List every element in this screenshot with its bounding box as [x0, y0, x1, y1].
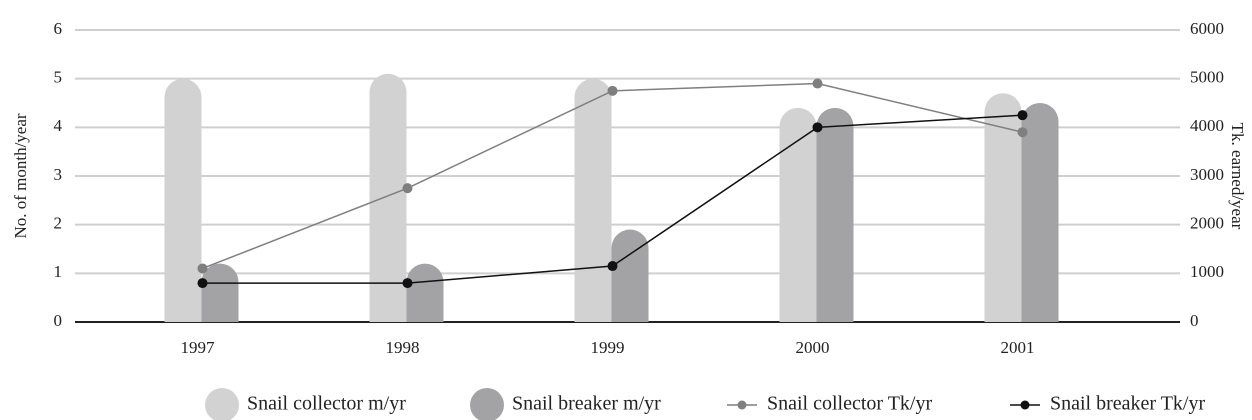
y-tick-label: 2	[54, 214, 63, 233]
legend-label: Snail breaker m/yr	[512, 393, 661, 415]
y-axis-title: No. of month/year	[11, 113, 30, 238]
x-tick-label: 1997	[181, 338, 216, 357]
y-tick-label: 1	[54, 262, 63, 281]
bar	[406, 263, 444, 322]
bar	[984, 93, 1022, 322]
bar	[574, 78, 612, 323]
y-tick-label: 6	[54, 19, 63, 38]
point	[812, 78, 823, 89]
legend-swatch	[737, 400, 747, 410]
x-tick-label: 2001	[1001, 338, 1035, 357]
point	[402, 278, 413, 289]
bar	[201, 263, 239, 322]
y2-tick-label: 6000	[1190, 19, 1224, 38]
point	[607, 85, 618, 96]
point	[197, 263, 208, 274]
bar	[611, 229, 649, 322]
legend-swatch	[1020, 400, 1030, 410]
legend-swatch	[470, 388, 504, 420]
point	[197, 278, 208, 289]
y-tick-label: 0	[54, 311, 63, 330]
y2-tick-label: 2000	[1190, 214, 1224, 233]
x-tick-label: 2000	[796, 338, 830, 357]
x-tick-label: 1999	[591, 338, 625, 357]
point	[812, 122, 823, 133]
point	[1017, 127, 1028, 138]
y2-tick-label: 3000	[1190, 165, 1224, 184]
point	[607, 261, 618, 272]
bar	[164, 78, 202, 323]
bar	[369, 73, 407, 322]
y2-axis-title: Tk. earned/year	[1228, 123, 1247, 230]
x-tick-label: 1998	[386, 338, 420, 357]
point	[402, 183, 413, 194]
y2-tick-label: 0	[1190, 311, 1199, 330]
legend-label: Snail breaker Tk/yr	[1050, 393, 1205, 415]
legend-label: Snail collector m/yr	[247, 393, 406, 415]
bar	[1021, 103, 1059, 323]
bar	[779, 107, 817, 322]
y-tick-label: 4	[54, 116, 63, 135]
legend-label: Snail collector Tk/yr	[767, 393, 932, 415]
y-tick-label: 3	[54, 165, 63, 184]
y-tick-label: 5	[54, 68, 63, 87]
bar	[816, 107, 854, 322]
y2-tick-label: 1000	[1190, 262, 1224, 281]
y2-tick-label: 4000	[1190, 116, 1224, 135]
legend-swatch	[205, 388, 239, 420]
y2-tick-label: 5000	[1190, 68, 1224, 87]
point	[1017, 110, 1028, 121]
